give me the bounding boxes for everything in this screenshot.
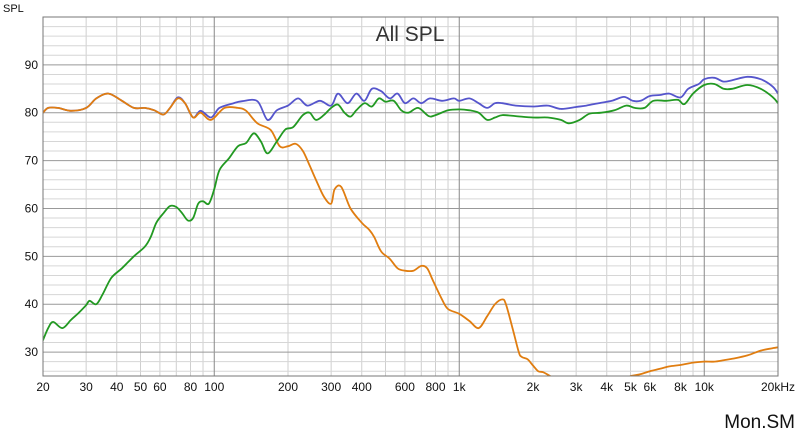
- x-tick-label: 20: [36, 380, 50, 394]
- y-tick-labels: 30 40 50 60 70 80 90: [25, 58, 39, 359]
- minor-grid: [42, 17, 779, 376]
- y-axis-label: SPL: [3, 3, 24, 15]
- x-tick-label: 10k: [695, 380, 715, 394]
- x-tick-label: 80: [184, 380, 198, 394]
- series-line-1: [43, 75, 778, 121]
- y-tick-label: 30: [25, 345, 39, 359]
- major-grid: [43, 17, 778, 376]
- x-tick-label: 3k: [570, 380, 584, 394]
- x-tick-label: 200: [278, 380, 298, 394]
- x-tick-label: 600: [395, 380, 415, 394]
- y-tick-label: 80: [25, 106, 39, 120]
- x-tick-label: 20kHz: [761, 380, 795, 394]
- series-lines: [43, 75, 778, 376]
- y-tick-label: 60: [25, 201, 39, 215]
- x-tick-label: 40: [110, 380, 124, 394]
- x-tick-label: 6k: [644, 380, 658, 394]
- series-line-4: [43, 82, 778, 341]
- x-tick-label: 8k: [674, 380, 688, 394]
- y-tick-label: 50: [25, 249, 39, 263]
- series-line-3: [629, 346, 778, 376]
- series-line-2: [43, 92, 552, 376]
- x-tick-label: 50: [134, 380, 148, 394]
- chart-title: All SPL: [376, 23, 445, 46]
- x-tick-label: 2k: [527, 380, 541, 394]
- x-tick-label: 800: [425, 380, 445, 394]
- y-tick-label: 90: [25, 58, 39, 72]
- y-tick-label: 40: [25, 297, 39, 311]
- x-tick-label: 30: [79, 380, 93, 394]
- y-tick-label: 70: [25, 154, 39, 168]
- x-tick-label: 400: [352, 380, 372, 394]
- x-tick-label: 100: [204, 380, 224, 394]
- x-tick-labels: 20 30 40 50 60 80 100 200 300 400 600 800 1k 2k 3k 4k 5k…: [36, 380, 795, 394]
- x-tick-label: 5k: [624, 380, 638, 394]
- x-tick-label: 300: [321, 380, 341, 394]
- x-tick-label: 1k: [453, 380, 467, 394]
- watermark-label: Mon.SM: [724, 412, 795, 433]
- x-tick-label: 60: [153, 380, 167, 394]
- x-tick-label: 4k: [600, 380, 614, 394]
- plot-frame: [42, 16, 779, 377]
